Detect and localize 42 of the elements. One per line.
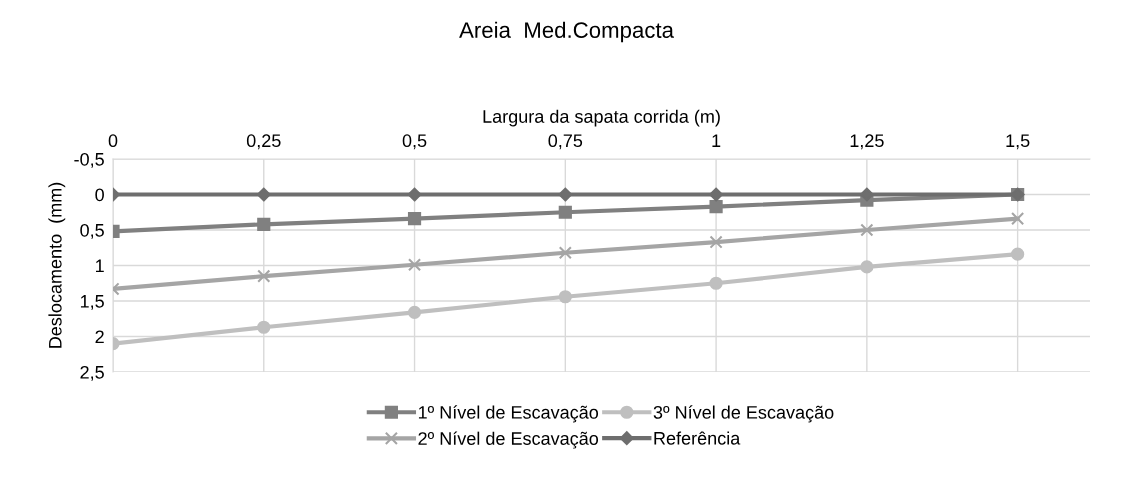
y-tick-label: 1,5 xyxy=(80,295,104,310)
point xyxy=(860,260,874,274)
legend-label: 3º Nível de Escavação xyxy=(653,405,834,423)
point xyxy=(859,187,874,202)
point xyxy=(407,258,422,272)
y-axis-title: Deslocamento (mm) xyxy=(48,182,66,348)
point xyxy=(558,187,573,202)
x-tick-label: 0,75 xyxy=(548,134,583,150)
point xyxy=(1011,247,1025,261)
point xyxy=(407,305,422,319)
y-tick-label: -0,5 xyxy=(74,152,104,168)
y-tick-label: 2 xyxy=(95,330,104,344)
legend-label: Referência xyxy=(654,431,741,445)
point xyxy=(709,199,723,214)
point xyxy=(407,212,422,226)
point xyxy=(558,290,572,304)
chart-title: Areia Med.Compacta xyxy=(459,21,674,43)
x-tick-label: 0 xyxy=(108,134,118,148)
y-tick-label: 1 xyxy=(96,259,104,273)
point xyxy=(709,235,723,249)
x-tick-label: 1 xyxy=(712,134,721,147)
point xyxy=(407,187,422,202)
legend-label: 2º Nível de Escavação xyxy=(418,431,599,449)
x-tick-label: 1,25 xyxy=(850,134,884,150)
point xyxy=(558,205,572,219)
point xyxy=(256,187,271,202)
point xyxy=(257,269,271,283)
y-tick-label: 2,5 xyxy=(80,365,104,381)
point xyxy=(860,223,874,237)
point xyxy=(558,246,572,260)
point xyxy=(1011,212,1025,226)
x-tick-label: 0,5 xyxy=(402,134,427,150)
legend-label: 1º Nível de Escavação xyxy=(418,405,599,423)
y-tick-label: 0 xyxy=(95,188,104,202)
point xyxy=(257,320,271,334)
point xyxy=(709,276,723,290)
point xyxy=(709,187,724,202)
point xyxy=(257,217,271,231)
x-axis-title: Largura da sapata corrida (m) xyxy=(483,109,720,127)
x-tick-label: 0,25 xyxy=(246,134,281,150)
y-tick-label: 0,5 xyxy=(80,223,104,239)
x-tick-label: 1,5 xyxy=(1006,134,1030,150)
